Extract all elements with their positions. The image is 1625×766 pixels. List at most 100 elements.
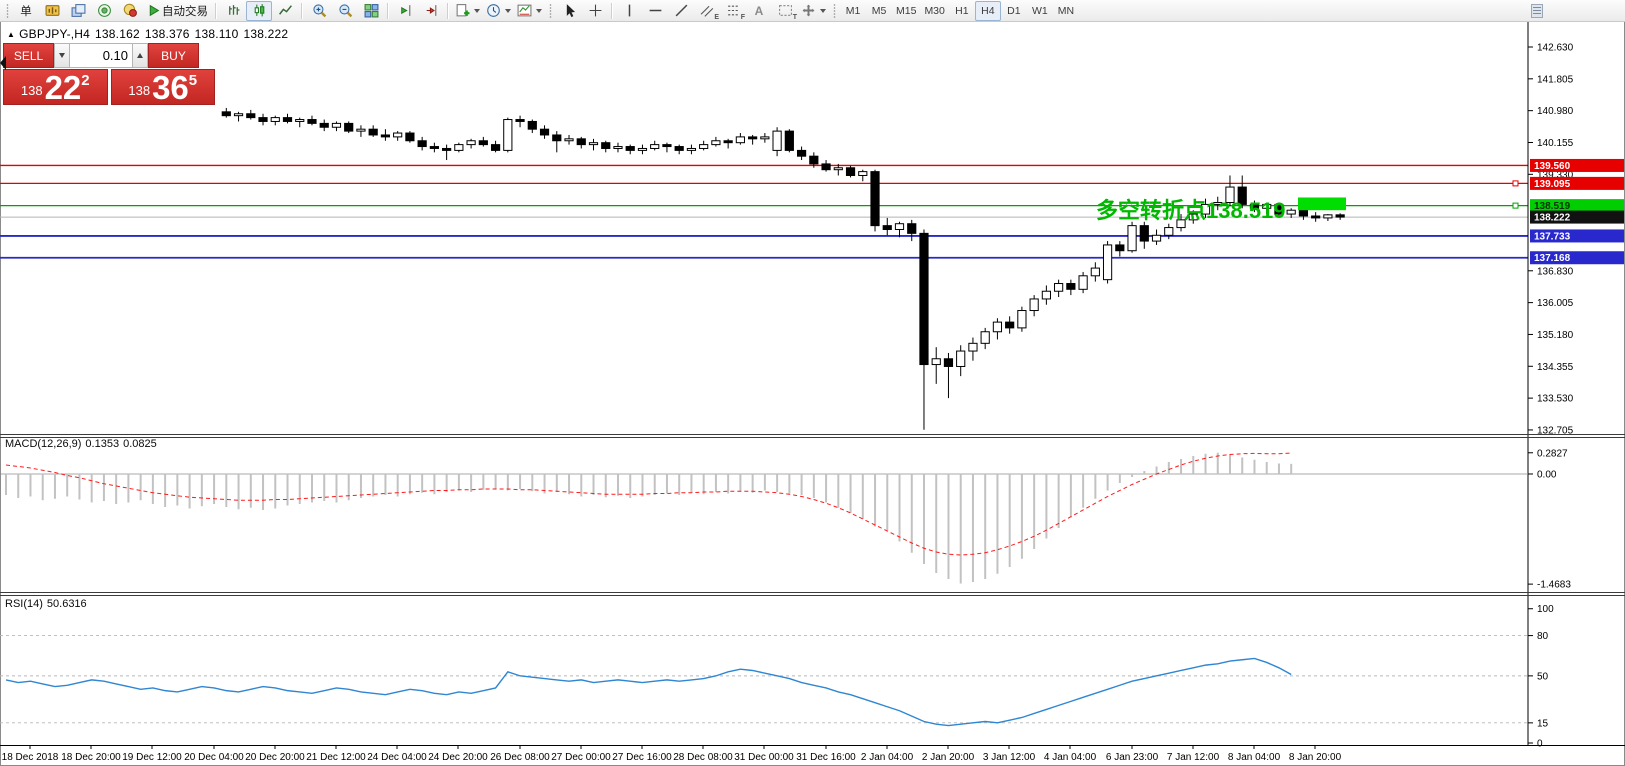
time-tick-label: 31 Dec 16:00 <box>796 752 856 763</box>
rsi-tick-label: 80 <box>1537 631 1549 642</box>
rsi-line <box>5 657 1292 727</box>
price-tick-label: 139.330 <box>1537 170 1574 181</box>
cursor-icon <box>562 3 577 18</box>
chart-line-icon <box>278 3 293 18</box>
zoom-in-icon <box>312 3 327 18</box>
dropdown-arrow-icon[interactable] <box>820 8 826 13</box>
trendline-button[interactable] <box>668 1 694 21</box>
price-axis[interactable]: 142.630 141.805 140.980 140.155 139.330 136.8… <box>1528 42 1624 436</box>
equidistant-channel-button[interactable]: E <box>694 1 720 21</box>
line-handle[interactable] <box>1512 180 1519 187</box>
vline-icon <box>622 3 637 18</box>
chart-annotation-text[interactable]: 多空转折点138.519 <box>1096 198 1286 223</box>
volume-decrease-button[interactable] <box>54 43 70 68</box>
toolbar-separator <box>215 2 217 19</box>
horizontal-level-lines[interactable] <box>0 164 1528 259</box>
timeframe-button-w1-label: W1 <box>1032 4 1048 17</box>
buy-button[interactable]: BUY <box>148 43 199 68</box>
time-tick-label: 27 Dec 00:00 <box>551 752 611 763</box>
new-chart-icon <box>45 3 60 18</box>
timeframe-button-m1[interactable]: M1 <box>840 1 866 21</box>
line-chart-button[interactable] <box>272 1 298 21</box>
price-tick-label: 140.980 <box>1537 106 1574 117</box>
timeframe-button-h4[interactable]: H4 <box>974 0 1001 21</box>
time-axis[interactable]: 18 Dec 2018 18 Dec 20:00 19 Dec 12:00 20 De… <box>2 746 1342 763</box>
timeframe-button-m5[interactable]: M5 <box>866 1 892 21</box>
text-label-button[interactable]: T <box>772 1 798 21</box>
symbol-label: GBPJPY-,H4 <box>19 27 91 41</box>
bar-chart-button[interactable] <box>220 1 246 21</box>
market-watch-button[interactable] <box>91 1 117 21</box>
templates-button[interactable] <box>514 1 545 21</box>
collapse-ohlc-icon[interactable]: ▲ <box>7 30 16 39</box>
auto-scroll-button[interactable] <box>418 1 444 21</box>
macd-tick-label: 0.00 <box>1537 469 1557 480</box>
rsi-name: RSI(14) <box>5 598 43 610</box>
rsi-value: 50.6316 <box>46 598 87 610</box>
clock-icon <box>486 3 501 18</box>
market-watch-icon <box>97 3 112 18</box>
price-tick-label: 135.180 <box>1537 330 1574 341</box>
profiles-button[interactable] <box>65 1 91 21</box>
main-toolbar: 单 自动交易 E F A T M1 M5 M15 M30 H1 H4 D1 W1 MN <box>0 0 1625 22</box>
timeframe-button-h1[interactable]: H1 <box>949 1 975 21</box>
indicators-button[interactable] <box>452 1 483 21</box>
shift-end-button[interactable] <box>392 1 418 21</box>
crosshair-button[interactable] <box>582 1 608 21</box>
zoom-out-button[interactable] <box>332 1 358 21</box>
toolbar-grip[interactable] <box>548 2 553 19</box>
price-tick-label: 136.830 <box>1537 266 1574 277</box>
toolbar-grip[interactable] <box>5 2 10 19</box>
scripts-icon <box>123 3 138 18</box>
highlight-box[interactable] <box>1298 197 1346 211</box>
cursor-button[interactable] <box>556 1 582 21</box>
horizontal-line-button[interactable] <box>642 1 668 21</box>
timeframe-button-d1-label: D1 <box>1007 4 1021 17</box>
text-button[interactable]: A <box>746 1 772 21</box>
new-order-button[interactable]: 单 <box>13 1 39 21</box>
time-tick-label: 6 Jan 23:00 <box>1106 752 1159 763</box>
timeframe-button-mn[interactable]: MN <box>1053 1 1079 21</box>
panel-collapse-handle[interactable] <box>0 56 6 70</box>
fibonacci-button[interactable]: F <box>720 1 746 21</box>
price-tick-label: 134.355 <box>1537 362 1574 373</box>
sell-price-big-figure: 138 <box>20 83 43 98</box>
time-tick-label: 20 Dec 04:00 <box>184 752 244 763</box>
tile-windows-button[interactable] <box>358 1 384 21</box>
sell-button[interactable]: SELL <box>3 43 54 68</box>
add-indicator-icon <box>455 3 470 18</box>
volume-increase-button[interactable] <box>132 43 148 68</box>
scripts-button[interactable] <box>117 1 143 21</box>
toolbar-overflow-icon[interactable] <box>1531 4 1543 18</box>
time-tick-label: 31 Dec 00:00 <box>734 752 794 763</box>
dropdown-arrow-icon[interactable] <box>474 8 480 13</box>
line-handle[interactable] <box>1512 202 1519 209</box>
vertical-line-button[interactable] <box>616 1 642 21</box>
timeframe-button-m15[interactable]: M15 <box>892 1 920 21</box>
autotrading-button[interactable]: 自动交易 <box>143 1 212 21</box>
dropdown-arrow-icon[interactable] <box>536 8 542 13</box>
timeframe-button-m30[interactable]: M30 <box>920 1 948 21</box>
time-tick-label: 3 Jan 12:00 <box>983 752 1036 763</box>
candlestick-chart-button[interactable] <box>246 0 272 21</box>
sell-price-display[interactable]: 138 22 2 <box>3 69 108 105</box>
autoscroll-icon <box>424 3 439 18</box>
buy-price-display[interactable]: 138 36 5 <box>110 69 215 105</box>
time-tick-label: 24 Dec 20:00 <box>428 752 488 763</box>
new-chart-button[interactable] <box>39 1 65 21</box>
time-tick-label: 18 Dec 20:00 <box>61 752 121 763</box>
timeframe-button-w1[interactable]: W1 <box>1027 1 1053 21</box>
volume-input[interactable] <box>70 43 132 68</box>
shapes-button[interactable] <box>798 1 829 21</box>
timeframe-button-m15-label: M15 <box>896 4 917 17</box>
time-tick-label: 24 Dec 04:00 <box>367 752 427 763</box>
play-icon <box>146 3 161 18</box>
price-badge-label: 138.519 <box>1534 201 1571 212</box>
periods-button[interactable] <box>483 1 514 21</box>
toolbar-grip[interactable] <box>832 2 837 19</box>
dropdown-arrow-icon[interactable] <box>505 8 511 13</box>
zoom-in-button[interactable] <box>306 1 332 21</box>
time-tick-label: 27 Dec 16:00 <box>612 752 672 763</box>
timeframe-button-d1[interactable]: D1 <box>1001 1 1027 21</box>
